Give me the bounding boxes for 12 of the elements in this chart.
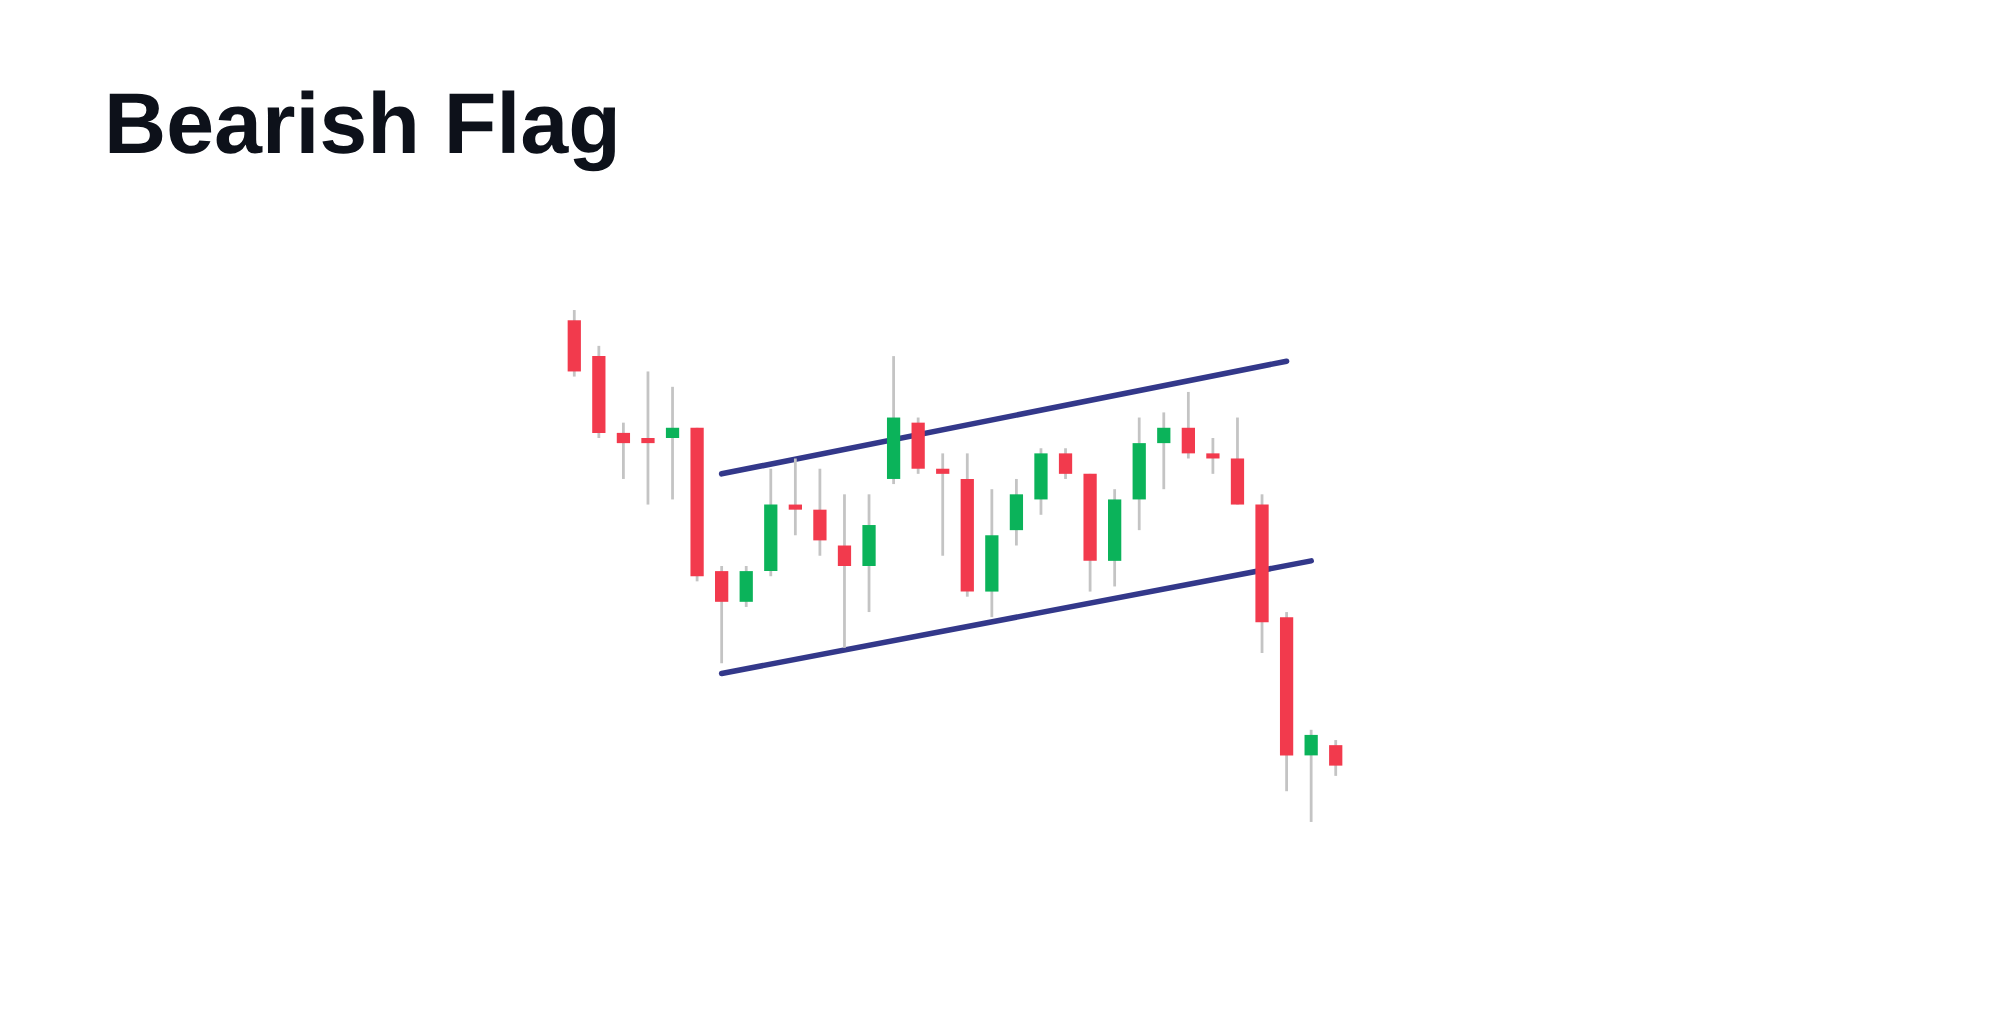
candlestick <box>1304 728 1318 822</box>
candlestick <box>837 492 852 650</box>
candlestick <box>665 385 680 501</box>
candlestick <box>1329 738 1343 778</box>
candlestick <box>788 457 802 537</box>
candlestick <box>616 421 631 481</box>
candlestick <box>1206 436 1220 476</box>
candlestick <box>1157 411 1171 491</box>
candlestick <box>936 451 950 558</box>
candlestick <box>641 370 655 506</box>
candlestick <box>1058 446 1073 481</box>
chart-title: Bearish Flag <box>109 90 616 172</box>
